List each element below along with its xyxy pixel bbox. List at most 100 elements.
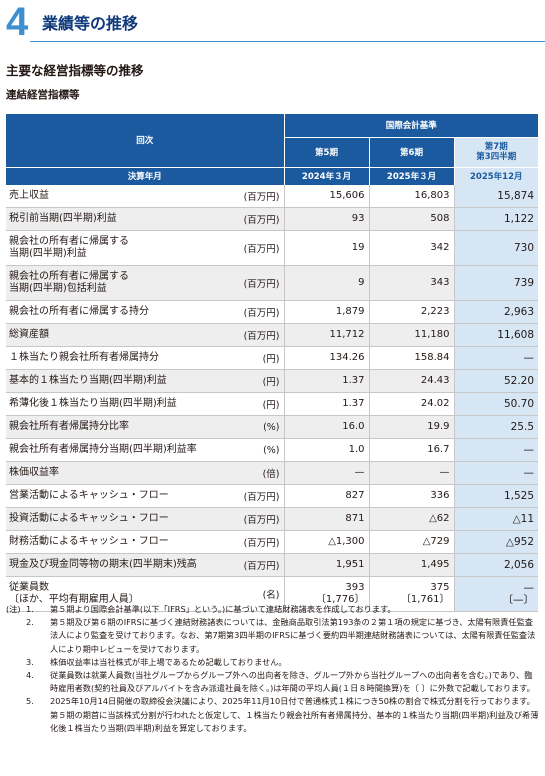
row-value-fy5: 1.37 <box>284 392 370 416</box>
row-unit: (円) <box>228 392 285 416</box>
row-value-fy6: 11,180 <box>369 323 455 347</box>
row-value-fy6: △729 <box>369 530 455 554</box>
note-text: 従業員数は就業人員数(当社グループからグループ外への出向者を除き、グループ外から… <box>50 670 535 694</box>
row-label: 親会社所有者帰属持分比率 <box>6 415 228 439</box>
row-value-fy5: 15,606 <box>284 185 370 208</box>
row-value-fy5: 19 <box>284 230 370 266</box>
note-item: (注) 1. 第５期より国際会計基準(以下「IFRS」という。)に基づいて連結財務諸… <box>6 604 396 614</box>
note-text: 第５期及び第６期のIFRSに基づく連結財務諸表については、金融商品取引法第193… <box>50 617 536 654</box>
row-value-fy5: 134.26 <box>284 346 370 370</box>
row-label: １株当たり親会社所有者帰属持分 <box>6 346 228 370</box>
row-unit: (百万円) <box>228 230 285 266</box>
row-value-fy7q3: 2,056 <box>454 553 539 577</box>
row-value-fy5: 93 <box>284 207 370 231</box>
row-label: 親会社の所有者に帰属する 当期(四半期)利益 <box>6 230 228 266</box>
note-text: 株価収益率は当社株式が非上場であるため記載しておりません。 <box>50 656 287 667</box>
row-value-fy5: 1.0 <box>284 438 370 462</box>
row-value-fy6: 375 〔1,761〕 <box>369 576 455 612</box>
row-unit: (倍) <box>228 461 285 485</box>
header-fiscal: 決算年月 <box>6 166 285 185</box>
header-date: 2024年３月 <box>283 166 370 185</box>
row-unit: (名) <box>228 576 285 612</box>
row-value-fy7q3: 25.5 <box>454 415 539 439</box>
row-unit: (%) <box>228 438 285 462</box>
row-value-fy7q3: 1,525 <box>454 484 539 508</box>
row-value-fy6: 16.7 <box>369 438 455 462</box>
table-row: 親会社所有者帰属持分比率 (%) 16.0 19.9 25.5 <box>6 415 539 439</box>
row-value-fy7q3: 739 <box>454 265 539 301</box>
row-value-fy5: 1.37 <box>284 369 370 393</box>
row-unit: (百万円) <box>228 265 285 301</box>
table-row: 親会社所有者帰属持分当期(四半期)利益率 (%) 1.0 16.7— <box>6 438 539 462</box>
row-value-fy5: 11,712 <box>284 323 370 347</box>
row-label: 財務活動によるキャッシュ・フロー <box>6 530 228 554</box>
row-value-fy5: 16.0 <box>284 415 370 439</box>
table-row: 財務活動によるキャッシュ・フロー (百万円) △1,300 △729 △952 <box>6 530 539 554</box>
note-text: 2025年10月14日開催の取締役会決議により、2025年11月10日付で普通株… <box>50 696 539 733</box>
row-value-fy7q3: 50.70 <box>454 392 539 416</box>
table-row: 親会社の所有者に帰属する 当期(四半期)包括利益 (百万円) 9 343 739 <box>6 265 539 301</box>
row-label: 親会社の所有者に帰属する 当期(四半期)包括利益 <box>6 265 228 301</box>
row-value-fy6: 343 <box>369 265 455 301</box>
section-header: 4 業績等の推移 <box>0 2 545 42</box>
row-value-fy5: △1,300 <box>284 530 370 554</box>
row-value-fy7q3: 11,608 <box>454 323 539 347</box>
row-value-fy6: 19.9 <box>369 415 455 439</box>
row-unit: (百万円) <box>228 323 285 347</box>
row-value-fy6: 1,495 <box>369 553 455 577</box>
note-item: 4. 従業員数は就業人員数(当社グループからグループ外への出向者を除き、グループ外… <box>26 670 535 694</box>
row-value-fy5: 1,951 <box>284 553 370 577</box>
section-rule <box>30 41 545 42</box>
row-value-fy7q3: 730 <box>454 230 539 266</box>
row-value-fy7q3: — 〔—〕 <box>454 576 539 612</box>
row-value-fy6: 16,803 <box>369 185 455 208</box>
kpi-table: 回次 国際会計基準 第5期 第6期 第7期 第3四半期 決算年月 2024年３月… <box>6 114 539 612</box>
sub-subtitle: 連結経営指標等 <box>6 89 80 101</box>
header-standard: 国際会計基準 <box>283 114 539 137</box>
table-row: １株当たり親会社所有者帰属持分 (円) 134.26 158.84— <box>6 346 539 370</box>
header-period: 第6期 <box>368 136 455 167</box>
row-value-fy7q3: — <box>454 438 539 462</box>
row-value-fy6: 508 <box>369 207 455 231</box>
table-row: 現金及び現金同等物の期末(四半期末)残高 (百万円) 1,951 1,495 2,056 <box>6 553 539 577</box>
row-value-fy7q3: 1,122 <box>454 207 539 231</box>
row-unit: (百万円) <box>228 484 285 508</box>
subtitle: 主要な経営指標等の推移 <box>6 63 144 78</box>
row-value-fy7q3: — <box>454 346 539 370</box>
row-value-fy6: 342 <box>369 230 455 266</box>
row-unit: (円) <box>228 346 285 370</box>
row-value-fy5: — <box>284 461 370 485</box>
row-value-fy7q3: △11 <box>454 507 539 531</box>
table-row: 親会社の所有者に帰属する 当期(四半期)利益 (百万円) 19 342 730 <box>6 230 539 266</box>
row-unit: (百万円) <box>228 207 285 231</box>
row-label: 親会社所有者帰属持分当期(四半期)利益率 <box>6 438 228 462</box>
row-value-fy6: 336 <box>369 484 455 508</box>
table-row: 親会社の所有者に帰属する持分 (百万円) 1,879 2,223 2,963 <box>6 300 539 324</box>
row-value-fy7q3: 52.20 <box>454 369 539 393</box>
note-item: 5. 2025年10月14日開催の取締役会決議により、2025年11月10日付で普… <box>26 696 539 733</box>
notes: (注) 1. 第５期より国際会計基準(以下「IFRS」という。)に基づいて連結財務諸… <box>6 603 540 735</box>
row-value-fy6: — <box>369 461 455 485</box>
row-label: 従業員数 〔ほか、平均有期雇用人員〕 <box>6 576 228 612</box>
header-period: 第7期 第3四半期 <box>453 136 539 167</box>
row-unit: (百万円) <box>228 530 285 554</box>
row-label: 親会社の所有者に帰属する持分 <box>6 300 228 324</box>
note-item: 3. 株価収益率は当社株式が非上場であるため記載しておりません。 <box>26 656 287 667</box>
row-unit: (百万円) <box>228 507 285 531</box>
table-body: 売上収益 (百万円) 15,606 16,803 15,874 税引前当期(四半期)利益(… <box>6 185 539 612</box>
row-value-fy5: 1,879 <box>284 300 370 324</box>
row-label: 税引前当期(四半期)利益 <box>6 207 228 231</box>
table-row: 株価収益率 (倍) — — — <box>6 461 539 485</box>
row-value-fy7q3: 15,874 <box>454 185 539 208</box>
row-label: 株価収益率 <box>6 461 228 485</box>
header-period: 第5期 <box>283 136 370 167</box>
row-value-fy6: 24.43 <box>369 369 455 393</box>
row-unit: (円) <box>228 369 285 393</box>
table-row: 基本的１株当たり当期(四半期)利益 (円) 1.37 24.43 52.20 <box>6 369 539 393</box>
header-date: 2025年12月 <box>453 166 539 185</box>
row-value-fy6: 158.84 <box>369 346 455 370</box>
table-row: 従業員数 〔ほか、平均有期雇用人員〕 (名) 393 〔1,776〕 375 〔1,7… <box>6 576 539 612</box>
table-row: 税引前当期(四半期)利益 (百万円) 93 508 1,122 <box>6 207 539 231</box>
table-row: 売上収益 (百万円) 15,606 16,803 15,874 <box>6 185 539 208</box>
row-unit: (%) <box>228 415 285 439</box>
